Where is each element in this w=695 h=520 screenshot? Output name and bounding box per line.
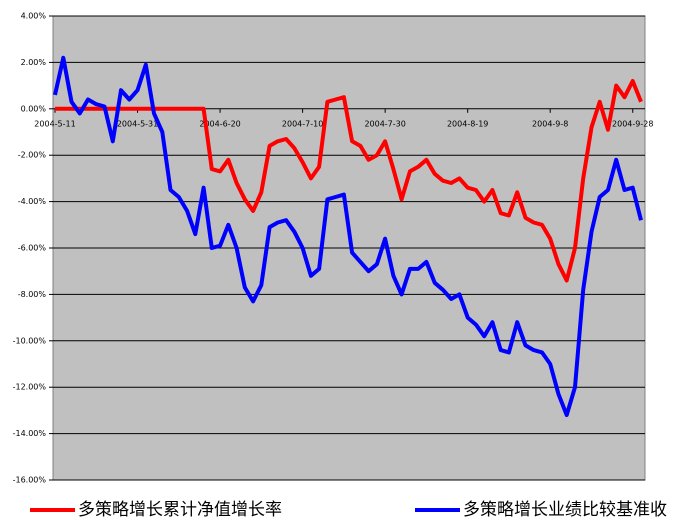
x-tick-label: 2004-9-8	[532, 119, 568, 128]
y-tick-label: -6.00%	[18, 244, 47, 253]
series-line	[53, 55, 643, 417]
y-tick-label: 0.00%	[21, 104, 47, 113]
x-tick-label: 2004-9-28	[612, 119, 653, 128]
x-tick-label: 2004-5-31	[117, 119, 158, 128]
y-tick-label: -12.00%	[13, 383, 47, 392]
x-tick-label: 2004-5-11	[34, 119, 75, 128]
legend-label: 多策略增长业绩比较基准收	[463, 500, 667, 520]
y-tick-label: 2.00%	[21, 58, 47, 67]
x-tick-label: 2004-7-30	[364, 119, 405, 128]
legend-label: 多策略增长累计净值增长率	[78, 500, 282, 520]
y-tick-label: -8.00%	[18, 290, 47, 299]
y-tick-label: -10.00%	[13, 336, 47, 345]
x-tick-label: 2004-7-10	[282, 119, 323, 128]
x-tick-label: 2004-6-20	[199, 119, 240, 128]
y-tick-label: -4.00%	[18, 197, 47, 206]
y-tick-label: -2.00%	[18, 151, 47, 160]
y-tick-label: -16.00%	[13, 476, 47, 485]
y-tick-label: 4.00%	[21, 12, 47, 21]
y-tick-label: -14.00%	[13, 429, 47, 438]
x-tick-label: 2004-8-19	[447, 119, 488, 128]
